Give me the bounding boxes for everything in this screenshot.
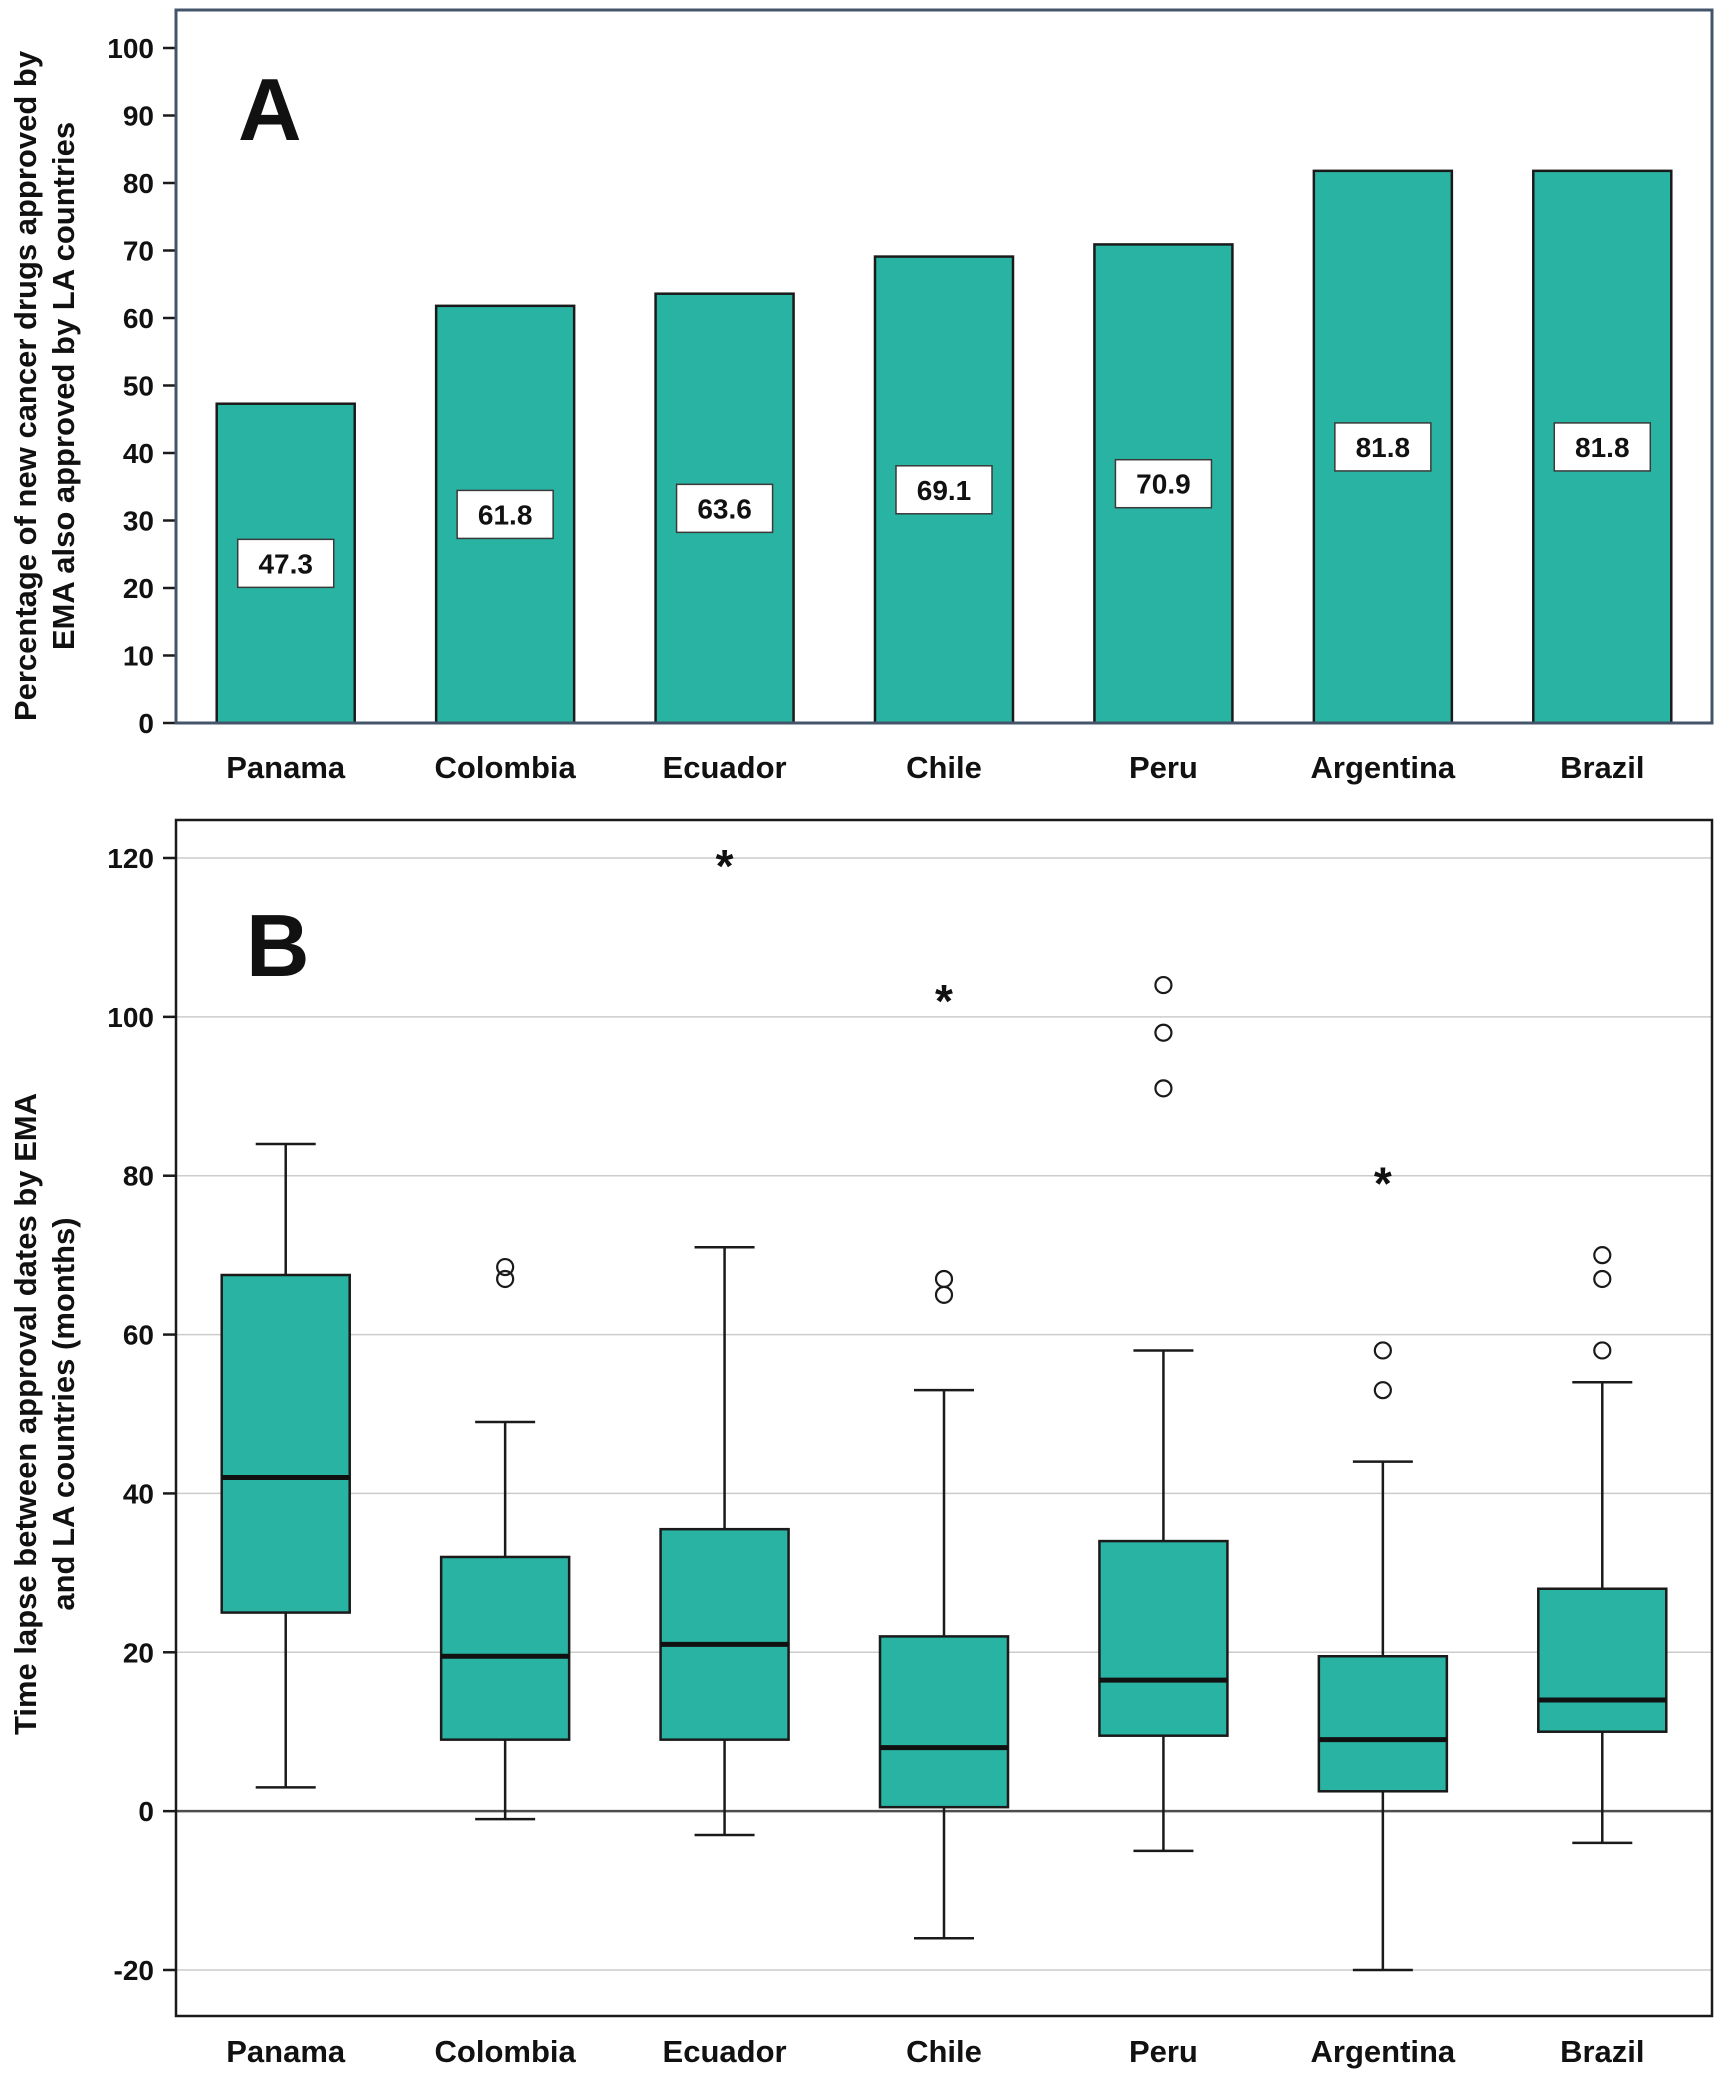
bar-chart-y-title: Percentage of new cancer drugs approved … xyxy=(8,50,81,721)
y-axis-title-line-2: and LA countries (months) xyxy=(46,1217,81,1610)
box-plot-frame xyxy=(174,818,1714,2018)
y-tick-label: 40 xyxy=(123,438,154,469)
box xyxy=(1317,1655,1449,1793)
outlier-circle xyxy=(934,1269,954,1289)
bar-chart-y-axis: 0 10 20 30 40 50 60 70 80 90 100 xyxy=(107,33,176,739)
plot-frame xyxy=(174,8,1714,725)
bar-value-box xyxy=(1553,422,1652,472)
x-category-label: Brazil xyxy=(1560,2034,1644,2069)
y-tick-label: 10 xyxy=(123,641,154,672)
bar-value-label: 63.6 xyxy=(697,493,752,524)
outlier-circle xyxy=(1154,1023,1173,1042)
bar-value-box xyxy=(1334,422,1432,472)
x-category-label: Panama xyxy=(226,2034,346,2069)
box xyxy=(659,1527,790,1741)
panel-a-letter: A xyxy=(238,60,302,159)
outlier-circle xyxy=(1593,1246,1612,1265)
bar-value-label: 70.9 xyxy=(1136,469,1191,500)
box-plot-y-title: Time lapse between approval dates by EMA… xyxy=(8,1093,81,1735)
y-axis-title-line-2: EMA also approved by LA countries xyxy=(46,122,81,650)
bar-chart-frame xyxy=(174,8,1714,725)
y-tick-label: 30 xyxy=(123,506,154,537)
y-tick-label: 60 xyxy=(123,303,154,334)
panel-b: 120 100 80 60 40 20 0 -20 * * * Panama Colombia Ecu… xyxy=(0,806,1728,2080)
outlier-circle xyxy=(1593,1341,1612,1360)
y-tick-label: 40 xyxy=(123,1478,154,1509)
y-tick-label: 0 xyxy=(138,1796,154,1827)
y-tick-label: 80 xyxy=(123,168,154,199)
y-tick-label: 120 xyxy=(107,843,154,874)
panel-b-letter: B xyxy=(246,896,310,995)
bar-chart: 0 10 20 30 40 50 60 70 80 90 100 47.3 61.8 63.6 69.1 7… xyxy=(8,8,1714,785)
outlier-circle xyxy=(1373,1381,1392,1400)
outlier-circle xyxy=(934,1285,954,1304)
outlier-circle xyxy=(1154,1079,1173,1098)
box-plot: 120 100 80 60 40 20 0 -20 * * * Panama Colombia Ecu… xyxy=(8,818,1714,2069)
extreme-asterisk: * xyxy=(1374,1158,1392,1210)
box xyxy=(220,1273,351,1614)
x-category-label: Argentina xyxy=(1311,750,1456,785)
x-category-label: Ecuador xyxy=(663,750,787,785)
bar-value-box xyxy=(456,489,554,540)
x-category-label: Peru xyxy=(1129,2034,1198,2069)
outlier-circle xyxy=(1593,1269,1612,1289)
outlier-circle xyxy=(496,1269,515,1289)
bar-value-box xyxy=(1114,458,1213,509)
outlier-circle xyxy=(496,1257,515,1277)
x-category-label: Panama xyxy=(226,750,346,785)
bar-value-box xyxy=(236,538,335,589)
bar-value-box xyxy=(675,483,774,534)
y-tick-label: 20 xyxy=(123,573,154,604)
y-tick-label: 100 xyxy=(107,1002,154,1033)
bar-chart-x-axis: Panama Colombia Ecuador Chile Peru Argentina B… xyxy=(226,750,1644,785)
y-tick-label: 90 xyxy=(123,101,154,132)
x-category-label: Ecuador xyxy=(663,2034,787,2069)
y-tick-label: 50 xyxy=(123,371,154,402)
y-tick-label: 70 xyxy=(123,236,154,267)
outlier-circle xyxy=(1154,975,1173,995)
bar-series xyxy=(215,169,1673,725)
y-tick-label: -20 xyxy=(114,1955,154,1986)
x-category-label: Chile xyxy=(906,750,982,785)
panel-a: 0 10 20 30 40 50 60 70 80 90 100 47.3 61.8 63.6 69.1 7… xyxy=(0,0,1728,806)
box xyxy=(878,1635,1010,1809)
y-tick-label: 80 xyxy=(123,1161,154,1192)
box-plot-y-axis: 120 100 80 60 40 20 0 -20 xyxy=(107,843,176,1986)
y-tick-label: 20 xyxy=(123,1637,154,1668)
x-category-label: Chile xyxy=(906,2034,982,2069)
box xyxy=(1537,1587,1668,1733)
outlier-circle xyxy=(1373,1341,1392,1360)
y-axis-title-line-1: Time lapse between approval dates by EMA xyxy=(8,1093,43,1735)
extreme-asterisk: * xyxy=(935,975,953,1027)
bar-value-label: 47.3 xyxy=(258,548,313,579)
y-tick-label: 100 xyxy=(107,33,154,64)
x-category-label: Colombia xyxy=(435,750,577,785)
y-tick-label: 60 xyxy=(123,1320,154,1351)
y-axis-title-line-1: Percentage of new cancer drugs approved … xyxy=(8,50,43,721)
bar-value-label: 69.1 xyxy=(917,475,972,506)
box-series: * * * xyxy=(220,840,1668,1972)
bar-value-label: 81.8 xyxy=(1356,432,1411,463)
box xyxy=(1098,1539,1229,1737)
bar-value-label: 81.8 xyxy=(1575,432,1630,463)
bar-value-box xyxy=(895,465,993,515)
y-tick-label: 0 xyxy=(138,708,154,739)
box-plot-x-axis: Panama Colombia Ecuador Chile Peru Argentina B… xyxy=(226,2034,1644,2069)
x-category-label: Argentina xyxy=(1311,2034,1456,2069)
box xyxy=(439,1555,571,1741)
plot-frame xyxy=(174,818,1714,2018)
x-category-label: Colombia xyxy=(435,2034,577,2069)
bar-value-label: 61.8 xyxy=(478,499,533,530)
x-category-label: Peru xyxy=(1129,750,1198,785)
x-category-label: Brazil xyxy=(1560,750,1644,785)
extreme-asterisk: * xyxy=(716,840,734,892)
bar-value-labels: 47.3 61.8 63.6 69.1 70.9 81.8 81.8 xyxy=(236,422,1652,589)
